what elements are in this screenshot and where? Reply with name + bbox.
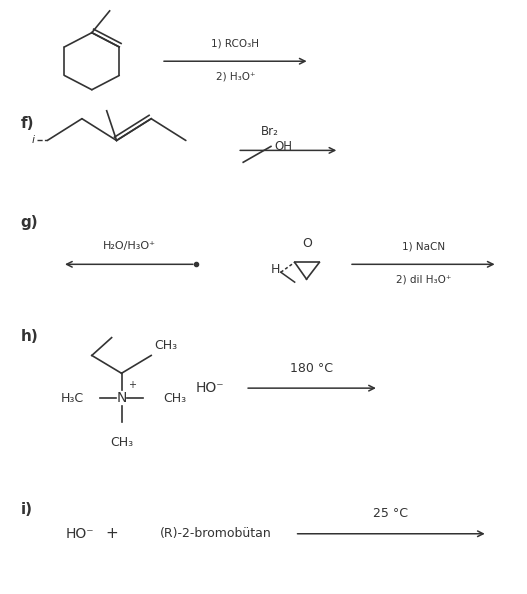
Text: 2) H₃O⁺: 2) H₃O⁺ <box>216 71 255 81</box>
Text: Br₂: Br₂ <box>261 125 279 137</box>
Text: h): h) <box>21 328 38 344</box>
Text: +: + <box>105 526 118 541</box>
Text: 1) NaCN: 1) NaCN <box>402 241 445 251</box>
Text: H₂O/H₃O⁺: H₂O/H₃O⁺ <box>103 241 156 251</box>
Text: CH₃: CH₃ <box>110 435 133 448</box>
Text: 1) RCO₃H: 1) RCO₃H <box>211 39 259 48</box>
Text: 180 °C: 180 °C <box>290 362 333 375</box>
Text: CH₃: CH₃ <box>163 391 186 405</box>
Text: g): g) <box>21 215 38 230</box>
Text: CH₃: CH₃ <box>154 340 177 352</box>
Text: i: i <box>31 135 34 146</box>
Text: (R)-2-bromobütan: (R)-2-bromobütan <box>160 527 271 541</box>
Text: 2) dil H₃O⁺: 2) dil H₃O⁺ <box>396 274 451 284</box>
Text: i): i) <box>21 502 33 517</box>
Text: OH: OH <box>274 140 292 153</box>
Text: O: O <box>302 238 312 251</box>
Text: N: N <box>116 391 126 405</box>
Text: 25 °C: 25 °C <box>373 507 408 520</box>
Text: +: + <box>129 380 136 390</box>
Text: HO⁻: HO⁻ <box>66 527 94 541</box>
Text: H: H <box>270 263 280 276</box>
Text: f): f) <box>21 116 34 131</box>
Text: H₃C: H₃C <box>61 391 84 405</box>
Text: HO⁻: HO⁻ <box>196 381 225 395</box>
